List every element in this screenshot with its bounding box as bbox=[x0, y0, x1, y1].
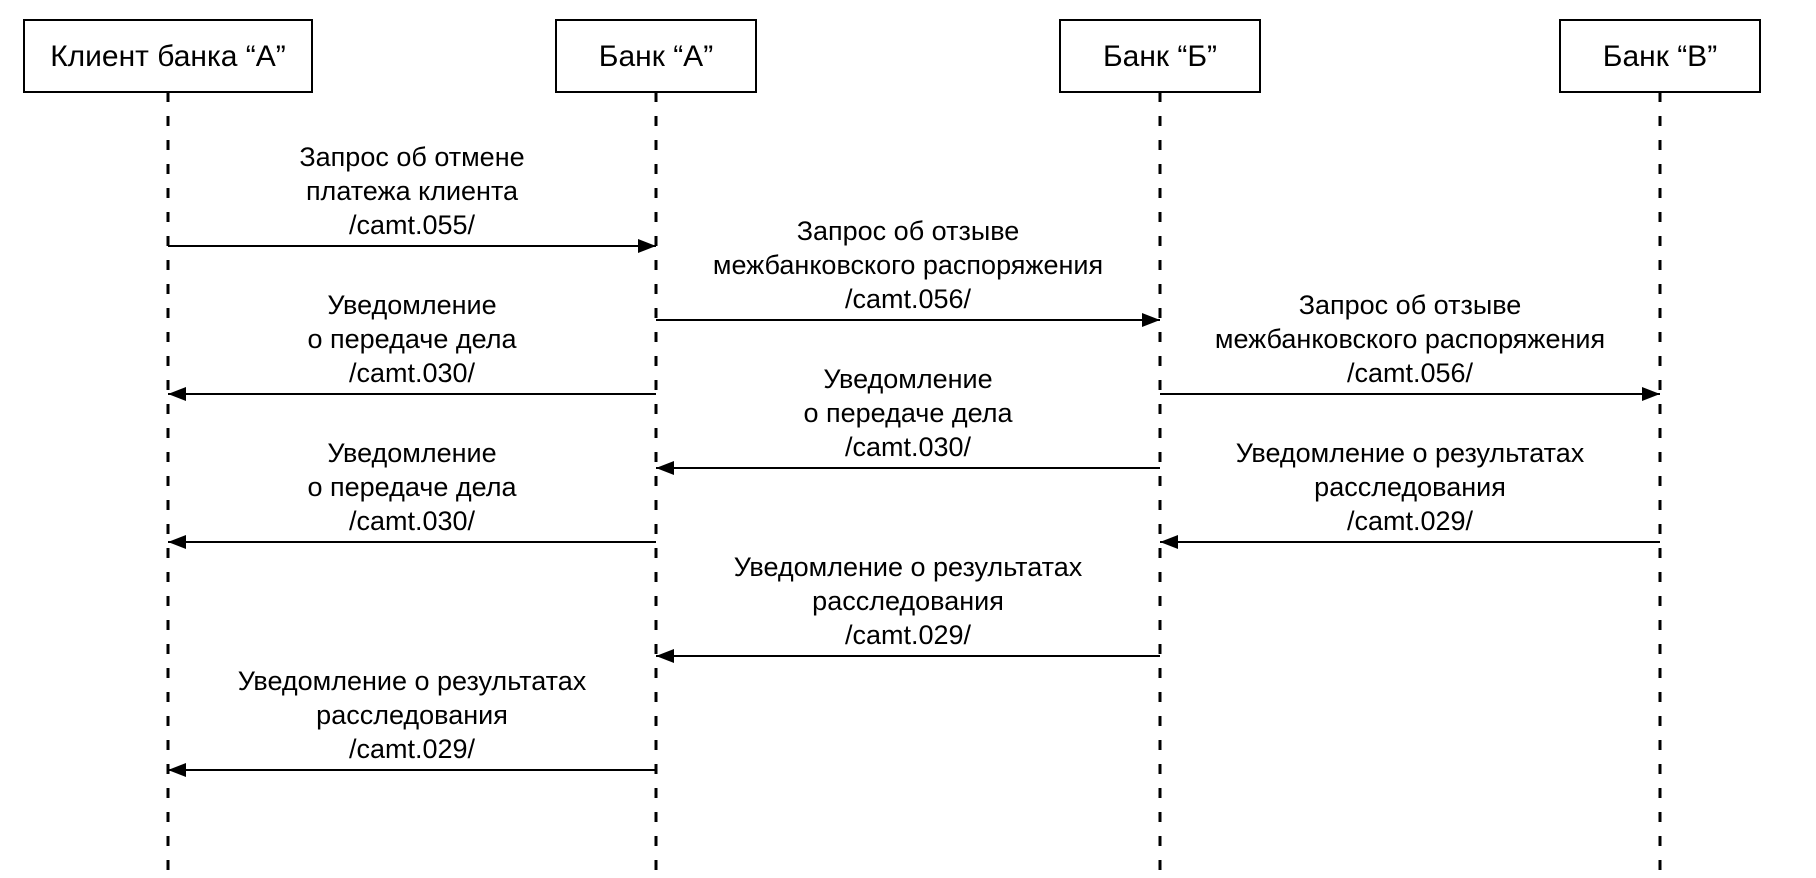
message-arrowhead-3 bbox=[1642, 387, 1660, 401]
message-label-4: Уведомлениео передаче дела/camt.030/ bbox=[804, 364, 1014, 462]
message-arrowhead-5 bbox=[168, 535, 186, 549]
message-arrowhead-0 bbox=[638, 239, 656, 253]
message-label-8: Уведомление о результатахрасследования/c… bbox=[238, 666, 587, 764]
message-label-0: Запрос об отменеплатежа клиента/camt.055… bbox=[299, 142, 524, 240]
participant-label-bank-a: Банк “А” bbox=[599, 40, 713, 73]
participant-label-bank-b: Банк “Б” bbox=[1103, 40, 1217, 73]
sequence-diagram: Клиент банка “А” Банк “А” Банк “Б” Банк “В”… bbox=[0, 0, 1816, 878]
message-arrowhead-6 bbox=[1160, 535, 1178, 549]
message-arrowhead-2 bbox=[168, 387, 186, 401]
message-label-6: Уведомление о результатахрасследования/c… bbox=[1236, 438, 1585, 536]
participant-label-client-a: Клиент банка “А” bbox=[50, 40, 286, 73]
message-label-1: Запрос об отзывемежбанковского распоряже… bbox=[713, 216, 1103, 314]
message-label-7: Уведомление о результатахрасследования/c… bbox=[734, 552, 1083, 650]
message-label-3: Запрос об отзывемежбанковского распоряже… bbox=[1215, 290, 1605, 388]
message-arrowhead-7 bbox=[656, 649, 674, 663]
message-arrowhead-1 bbox=[1142, 313, 1160, 327]
message-label-2: Уведомлениео передаче дела/camt.030/ bbox=[308, 290, 518, 388]
participant-label-bank-v: Банк “В” bbox=[1603, 40, 1717, 73]
message-label-5: Уведомлениео передаче дела/camt.030/ bbox=[308, 438, 518, 536]
message-arrowhead-8 bbox=[168, 763, 186, 777]
message-arrowhead-4 bbox=[656, 461, 674, 475]
